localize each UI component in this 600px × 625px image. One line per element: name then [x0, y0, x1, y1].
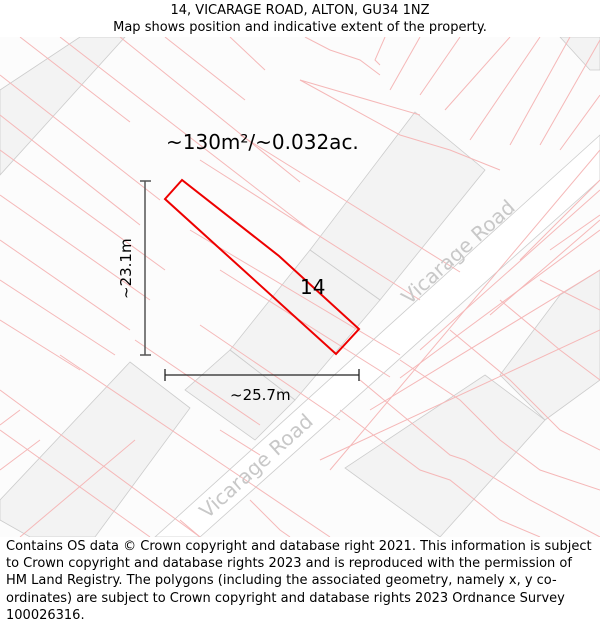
- property-map[interactable]: ~130m²/~0.032ac. 14 ~25.7m ~23.1m Vicara…: [0, 37, 600, 537]
- area-measurement-label: ~130m²/~0.032ac.: [166, 130, 359, 154]
- horizontal-dimension-line: [164, 369, 360, 381]
- height-dimension-label: ~23.1m: [117, 238, 135, 299]
- road-layer: [154, 134, 600, 537]
- map-header: 14, VICARAGE ROAD, ALTON, GU34 1NZ Map s…: [0, 0, 600, 39]
- vertical-dimension-line: [140, 180, 151, 356]
- property-plot-outline: [163, 178, 361, 356]
- property-address-title: 14, VICARAGE ROAD, ALTON, GU34 1NZ: [170, 3, 430, 18]
- map-subtitle: Map shows position and indicative extent…: [113, 20, 487, 35]
- copyright-attribution: Contains OS data © Crown copyright and d…: [6, 539, 592, 623]
- map-canvas: [0, 37, 600, 537]
- house-number-label: 14: [300, 275, 326, 299]
- width-dimension-label: ~25.7m: [230, 386, 291, 404]
- parcel-lines-layer: [0, 37, 600, 537]
